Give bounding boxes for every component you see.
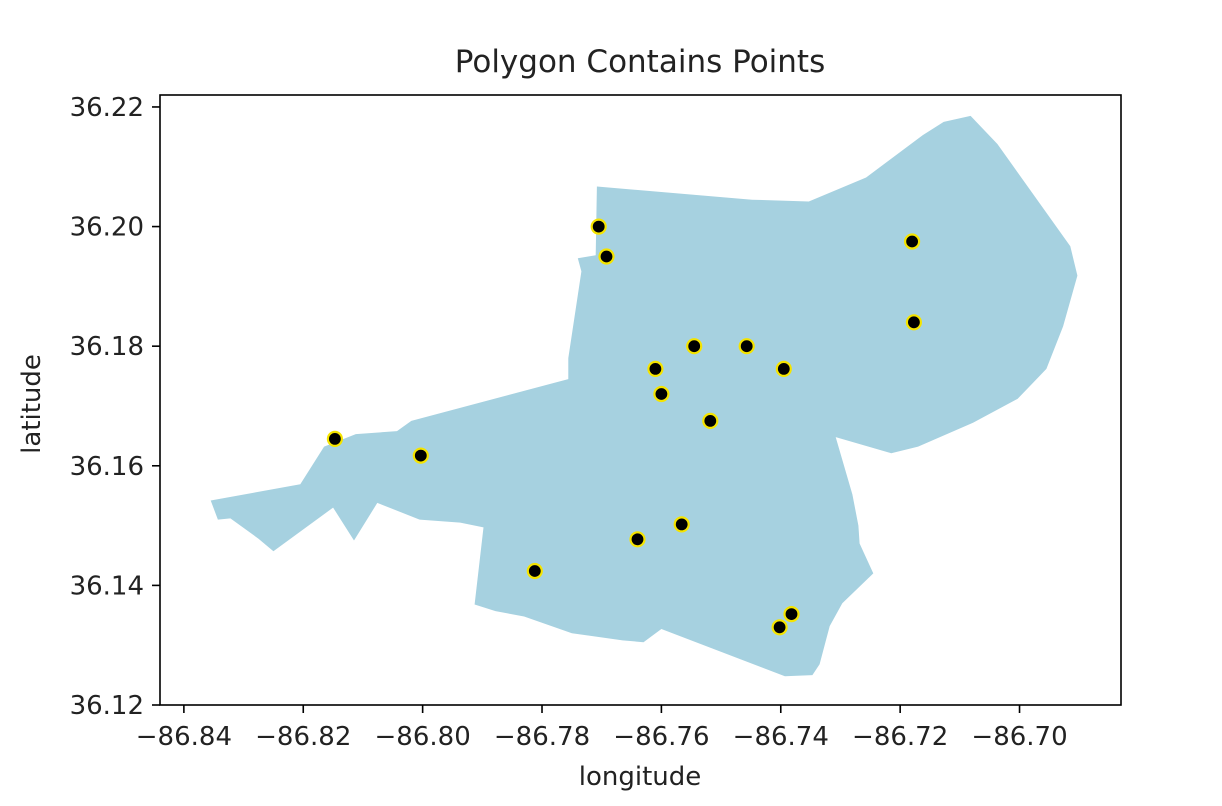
data-point-7 — [653, 385, 670, 403]
x-tick-label: −86.78 — [494, 722, 590, 752]
x-tick-label: −86.80 — [375, 722, 471, 752]
data-point-0 — [326, 430, 343, 447]
data-point-3 — [590, 218, 607, 235]
data-point-11 — [738, 338, 755, 355]
x-tick-label: −86.84 — [136, 722, 232, 752]
data-point-8 — [673, 516, 690, 533]
x-tick-label: −86.72 — [852, 722, 948, 752]
y-tick-label: 36.18 — [70, 332, 144, 362]
data-point-6 — [647, 360, 664, 377]
data-point-12 — [771, 619, 788, 636]
y-tick-label: 36.16 — [70, 452, 144, 482]
data-point-13 — [775, 360, 792, 377]
data-point-10 — [702, 412, 719, 429]
plot-area — [210, 115, 1078, 677]
chart-title: Polygon Contains Points — [455, 44, 825, 80]
data-point-16 — [905, 314, 923, 331]
x-tick-label: −86.82 — [255, 722, 351, 752]
x-axis-ticks: −86.84 −86.82 −86.80 −86.78 −86.76 −86.74 −86.… — [136, 705, 1068, 752]
y-tick-label: 36.14 — [70, 571, 144, 601]
data-point-5 — [629, 531, 646, 548]
y-tick-label: 36.20 — [70, 213, 144, 243]
data-point-9 — [686, 338, 703, 355]
points-layer — [326, 218, 923, 636]
axes-frame — [159, 94, 1122, 706]
y-tick-label: 36.22 — [70, 93, 144, 123]
x-tick-label: −86.70 — [971, 722, 1067, 752]
x-tick-label: −86.76 — [613, 722, 709, 752]
y-tick-label: 36.12 — [70, 691, 144, 721]
data-point-1 — [412, 447, 429, 464]
y-axis-label: latitude — [17, 354, 47, 454]
data-point-2 — [526, 562, 543, 580]
data-point-14 — [783, 605, 800, 623]
polygon-area — [210, 115, 1078, 677]
x-tick-label: −86.74 — [733, 722, 829, 752]
y-axis-ticks: 36.12 36.14 36.16 36.18 36.20 36.22 — [70, 93, 160, 721]
data-point-15 — [903, 233, 921, 250]
data-point-4 — [598, 248, 615, 265]
x-axis-label: longitude — [579, 762, 702, 792]
